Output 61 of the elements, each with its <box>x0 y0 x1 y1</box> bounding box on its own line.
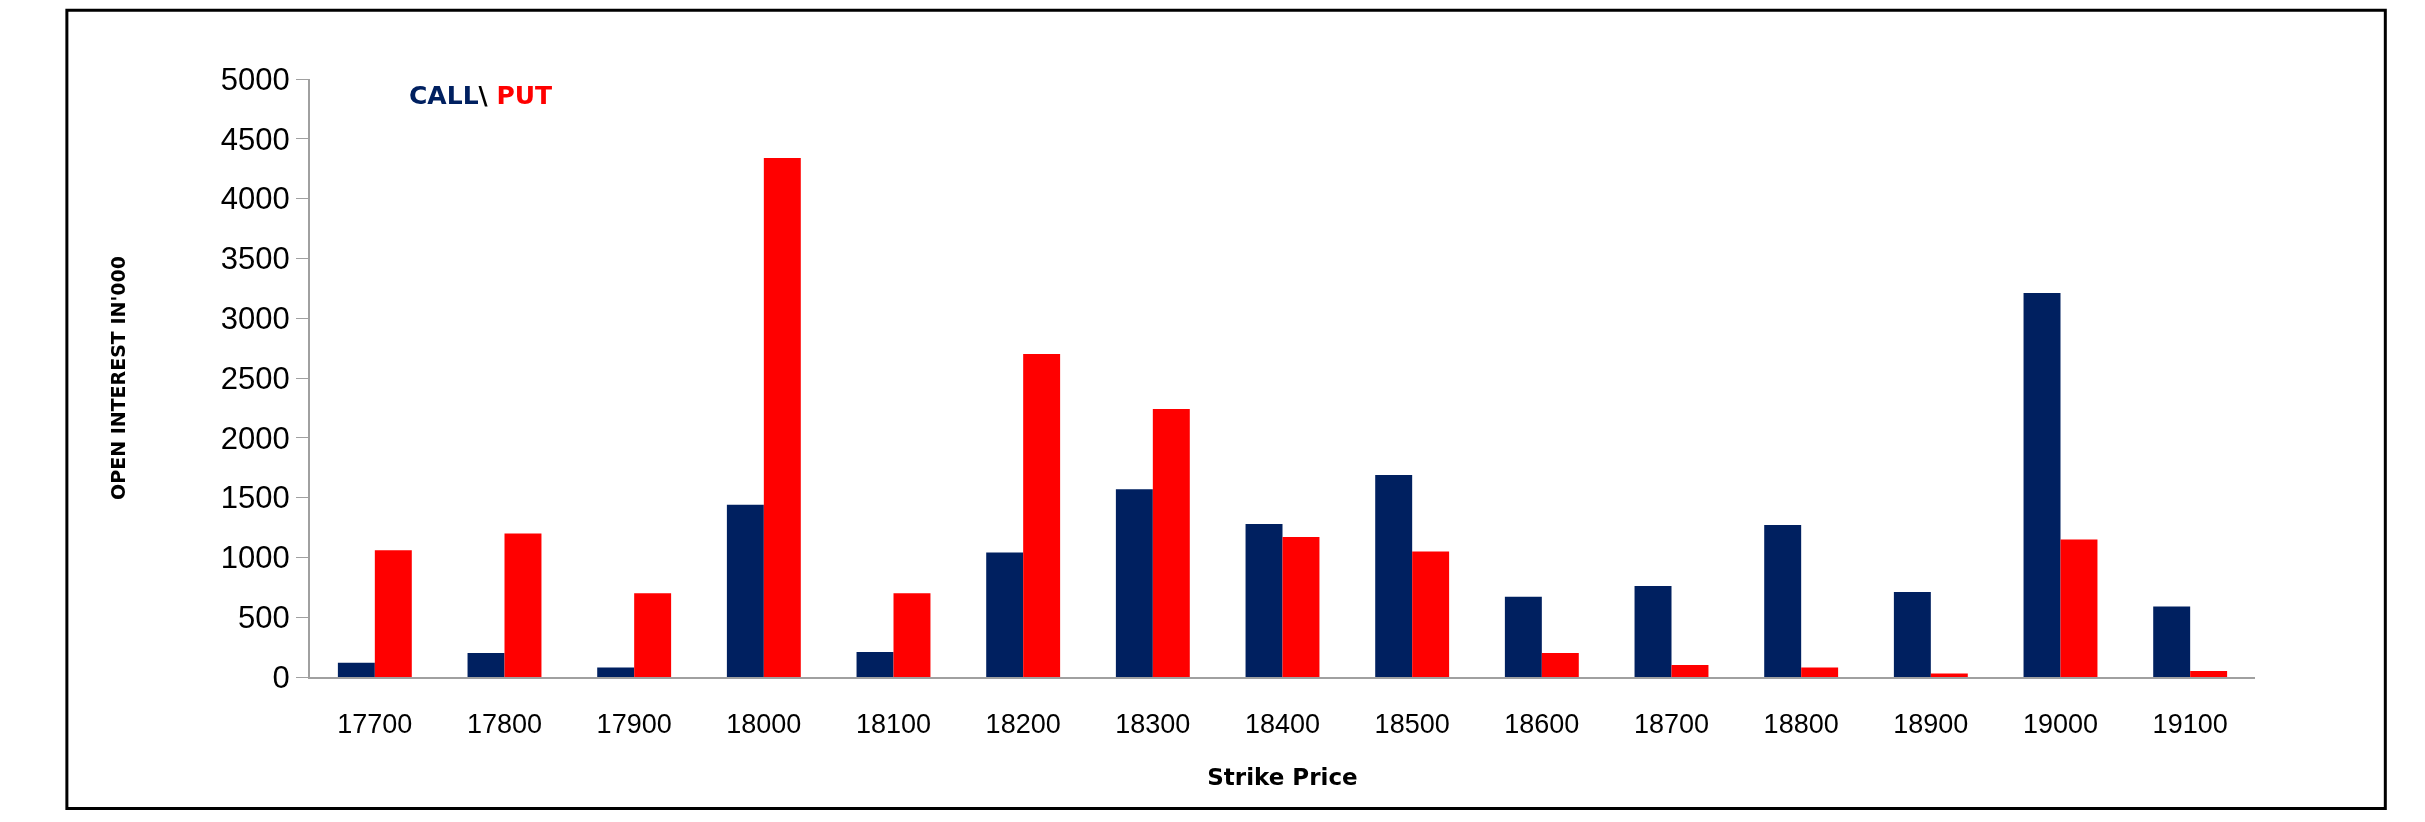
bar <box>986 552 1024 677</box>
bar <box>1282 537 1320 677</box>
annotation: \ <box>478 81 489 110</box>
y-tick-label: 0 <box>272 659 290 695</box>
x-tick-label: 18300 <box>1115 709 1191 740</box>
bar <box>1634 586 1672 677</box>
y-tick-label: 3000 <box>220 301 290 337</box>
x-tick-label: 17700 <box>337 709 413 740</box>
bar <box>597 667 635 677</box>
bar <box>1375 474 1413 677</box>
y-axis-title: OPEN INTEREST IN'000 <box>107 256 130 500</box>
bar <box>504 533 542 677</box>
bar <box>1893 592 1931 677</box>
x-tick-label: 19000 <box>2022 709 2099 740</box>
bar <box>726 504 764 677</box>
x-tick-label: 18500 <box>1374 709 1450 740</box>
bar <box>1541 653 1579 677</box>
bar <box>2060 539 2098 677</box>
bar <box>374 550 412 677</box>
x-tick-label: 18000 <box>726 709 802 740</box>
x-tick-label: 18600 <box>1504 709 1580 740</box>
x-tick-label: 18700 <box>1633 709 1710 740</box>
y-tick-label: 5000 <box>220 61 290 97</box>
y-tick-label: 2000 <box>220 420 290 456</box>
bar <box>2153 606 2191 677</box>
bar <box>856 651 894 677</box>
bar <box>1504 596 1542 677</box>
bar <box>1115 489 1153 677</box>
x-tick-label: 18800 <box>1763 709 1839 740</box>
bar <box>1801 667 1839 677</box>
text: PUT <box>496 81 553 110</box>
bar <box>1930 673 1968 677</box>
bar <box>1023 354 1061 677</box>
y-tick-label: 1500 <box>220 480 290 516</box>
bar <box>1412 551 1450 677</box>
text: CALL <box>409 81 479 110</box>
x-tick-label: 18400 <box>1244 709 1321 740</box>
y-tick-label: 3500 <box>220 241 290 277</box>
bar <box>763 157 801 677</box>
y-tick-label: 500 <box>238 600 290 636</box>
bar <box>2023 293 2061 677</box>
x-tick-label: 17900 <box>596 709 672 740</box>
bar <box>1671 665 1709 677</box>
bar <box>1245 523 1283 677</box>
x-tick-label: 18100 <box>855 709 932 740</box>
x-tick-label: 17800 <box>466 709 543 740</box>
x-axis-title: Strike Price <box>1207 763 1358 790</box>
x-tick-label: 18900 <box>1893 709 1969 740</box>
y-tick-label: 4500 <box>220 121 290 157</box>
bar <box>337 662 375 677</box>
y-tick-label: 2500 <box>220 360 290 396</box>
y-tick-label: 1000 <box>220 540 290 576</box>
y-tick-label: 4000 <box>220 181 290 217</box>
bar <box>467 653 505 677</box>
bar <box>1764 525 1802 677</box>
bar <box>2190 671 2228 677</box>
bar <box>893 593 931 677</box>
x-tick-label: 19100 <box>2152 709 2228 740</box>
x-tick-label: 18200 <box>985 709 1061 740</box>
bar <box>1152 409 1190 677</box>
bar <box>634 593 672 677</box>
